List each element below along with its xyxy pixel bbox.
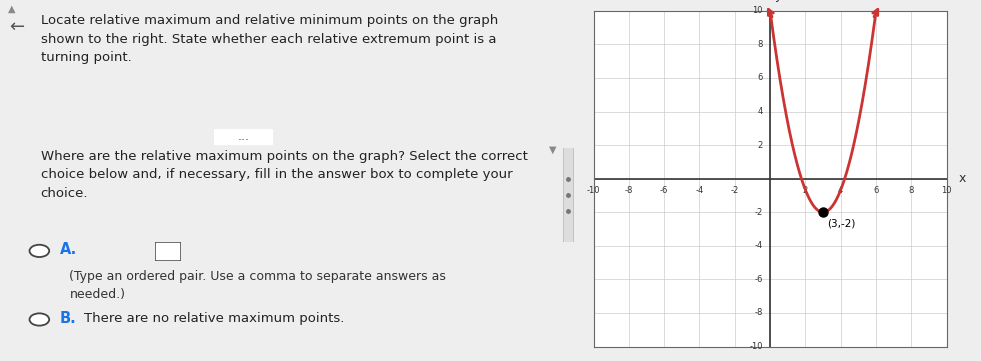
Text: y: y — [775, 0, 782, 1]
Text: -8: -8 — [754, 309, 763, 317]
Text: x: x — [959, 172, 966, 185]
Text: 8: 8 — [908, 186, 914, 195]
Text: There are no relative maximum points.: There are no relative maximum points. — [84, 312, 344, 325]
Text: B.: B. — [60, 311, 77, 326]
Text: -10: -10 — [749, 342, 763, 351]
Text: -6: -6 — [660, 186, 668, 195]
Text: (Type an ordered pair. Use a comma to separate answers as
needed.): (Type an ordered pair. Use a comma to se… — [70, 270, 446, 301]
Text: 4: 4 — [838, 186, 844, 195]
Text: 2: 2 — [802, 186, 808, 195]
Text: ←: ← — [9, 18, 24, 36]
Text: 8: 8 — [757, 40, 763, 49]
Text: (3,-2): (3,-2) — [828, 219, 855, 229]
Text: ▼: ▼ — [549, 144, 556, 155]
Text: 6: 6 — [873, 186, 879, 195]
Text: -2: -2 — [754, 208, 763, 217]
Text: -10: -10 — [587, 186, 600, 195]
Text: Locate relative maximum and relative minimum points on the graph
shown to the ri: Locate relative maximum and relative min… — [40, 14, 497, 65]
Text: 2: 2 — [757, 141, 763, 149]
Text: -4: -4 — [696, 186, 703, 195]
Text: Where are the relative maximum points on the graph? Select the correct
choice be: Where are the relative maximum points on… — [40, 150, 528, 200]
Text: 10: 10 — [942, 186, 952, 195]
Text: ▲: ▲ — [8, 4, 16, 14]
Circle shape — [29, 245, 49, 257]
Text: ...: ... — [237, 130, 249, 143]
Text: 6: 6 — [757, 74, 763, 82]
Text: -4: -4 — [754, 242, 763, 250]
Text: 10: 10 — [752, 6, 763, 15]
FancyBboxPatch shape — [211, 128, 276, 146]
FancyBboxPatch shape — [563, 145, 574, 245]
Text: A.: A. — [60, 242, 77, 257]
Text: -6: -6 — [754, 275, 763, 284]
Text: -2: -2 — [731, 186, 739, 195]
Text: -8: -8 — [625, 186, 633, 195]
Text: 4: 4 — [757, 107, 763, 116]
Circle shape — [29, 313, 49, 326]
